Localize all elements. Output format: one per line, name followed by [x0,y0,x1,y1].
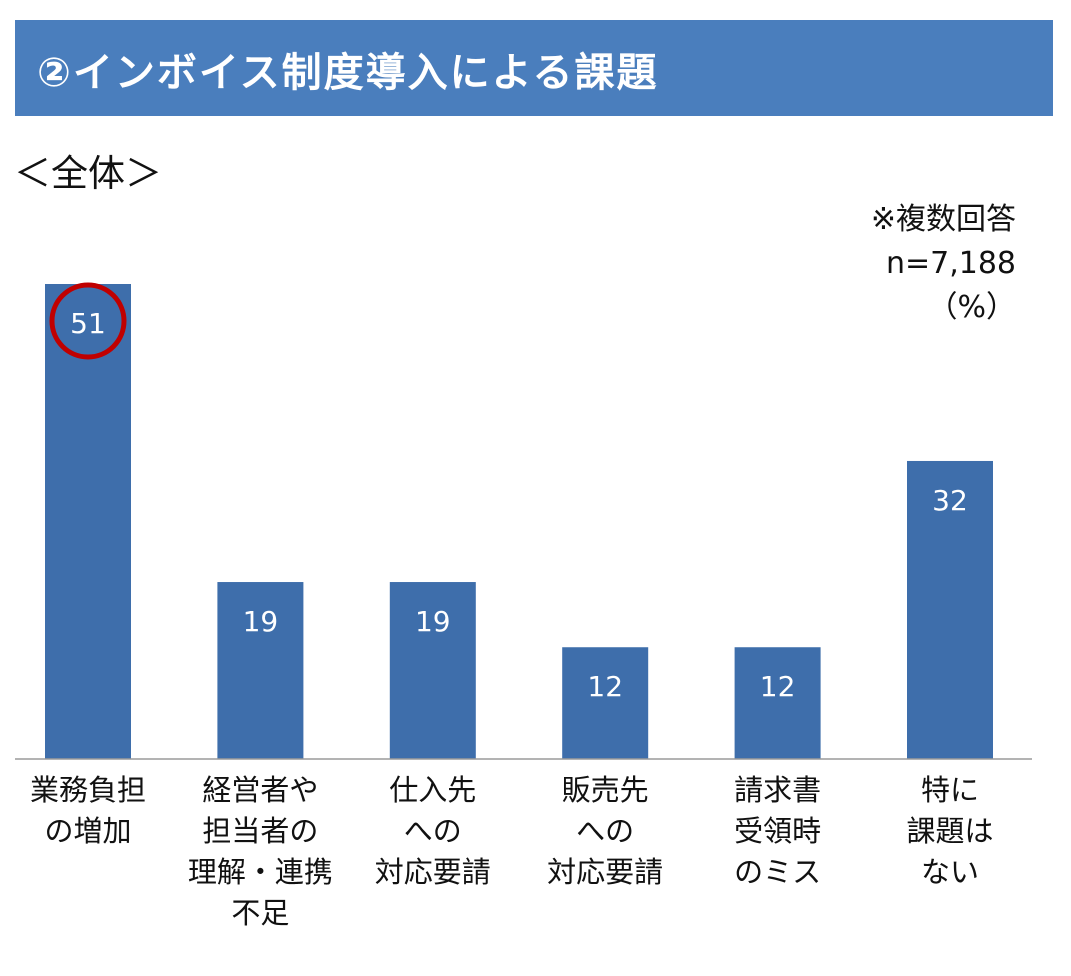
bar-2 [217,582,304,759]
data-label-2: 19 [243,605,279,638]
category-label-line: 特に [920,773,979,807]
category-label-line: 担当者の [202,814,319,848]
chart-notes: ※複数回答 n=7,188 （%） [871,198,1016,330]
bar-1 [45,284,131,759]
bar-4 [562,647,649,759]
multi-answer-note: ※複数回答 [870,202,1016,237]
category-label-line: 課題は [906,814,994,848]
category-label-6: 特に 課題は ない [865,770,1035,893]
category-label-line: 不足 [231,896,290,930]
unit-note: （%） [927,290,1016,325]
category-label-line: への [403,814,462,848]
sample-size-note: n=7,188 [885,246,1016,281]
category-label-1: 業務負担 の増加 [3,770,173,852]
category-label-line: 対応要請 [374,855,491,889]
highlight-circle [49,282,127,360]
bar-3 [389,582,476,759]
category-label-line: 請求書 [734,773,822,807]
data-label-5: 12 [760,670,796,703]
chart-subtitle: ＜全体＞ [14,152,162,195]
category-label-line: 対応要請 [547,855,664,889]
bar-6 [907,460,993,759]
bar-5 [734,647,821,759]
category-label-line: 販売先 [561,773,649,807]
data-label-4: 12 [587,670,623,703]
data-label-6: 32 [932,484,968,517]
page-title: ②インボイス制度導入による課題 [37,50,659,96]
category-label-line: ない [920,855,979,889]
category-label-line: 経営者や [202,773,319,807]
category-label-line: のミス [734,855,822,889]
category-label-line: 理解・連携 [187,855,333,889]
category-label-line: 業務負担 [29,773,146,807]
data-label-3: 19 [415,605,451,638]
category-label-4: 販売先 への 対応要請 [520,770,690,893]
category-label-line: 仕入先 [389,773,477,807]
category-label-2: 経営者や担当者の理解・連携不足 [175,770,345,934]
category-label-line: 受領時 [734,814,822,848]
category-label-3: 仕入先 への 対応要請 [348,770,518,893]
category-label-5: 請求書 受領時 のミス [693,770,863,893]
title-banner: ②インボイス制度導入による課題 [15,20,1053,116]
data-label-1: 51 [70,307,106,340]
category-label-line: の増加 [44,814,132,848]
category-label-line: への [576,814,635,848]
